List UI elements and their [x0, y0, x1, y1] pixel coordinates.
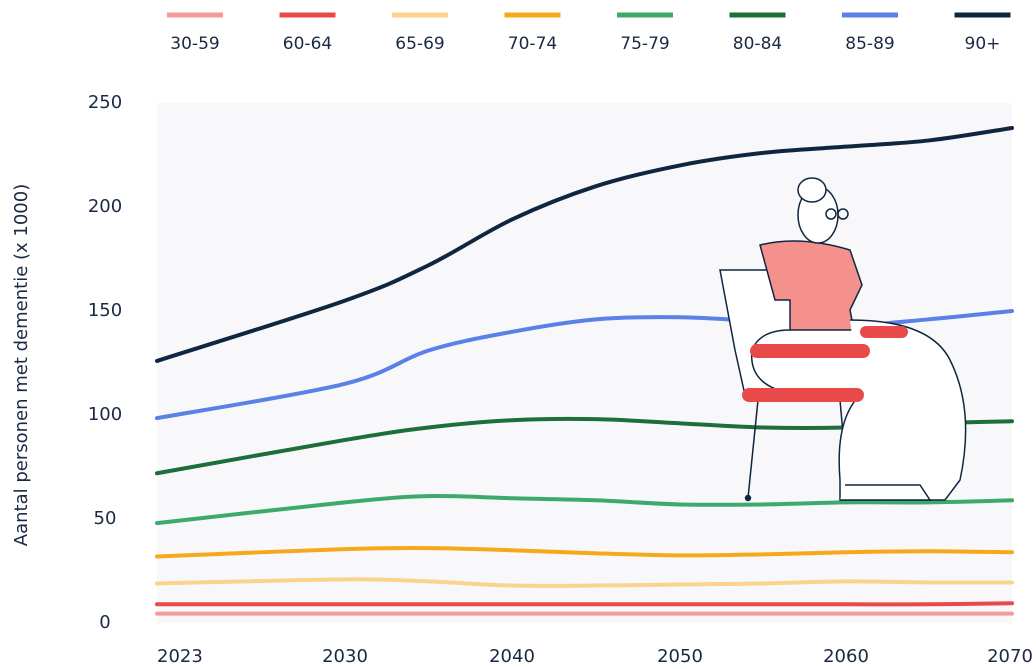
series-line [155, 125, 1014, 363]
y-tick-label: 100 [88, 404, 122, 425]
legend-label: 75-79 [620, 34, 669, 54]
series-line [155, 577, 1014, 588]
legend-label: 70-74 [508, 34, 557, 54]
y-tick-label: 0 [99, 612, 110, 633]
series-line [155, 493, 1014, 526]
x-tick-label: 2070 [987, 646, 1033, 667]
x-tick-label: 2040 [489, 646, 535, 667]
legend-label: 80-84 [733, 34, 782, 54]
legend-label: 65-69 [395, 34, 444, 54]
x-tick-label: 2030 [322, 646, 368, 667]
y-tick-label: 250 [88, 92, 122, 113]
illustration [719, 177, 967, 502]
x-tick-label: 2050 [657, 646, 703, 667]
legend-label: 85-89 [845, 34, 894, 54]
series-line [155, 546, 1014, 559]
legend-label: 30-59 [170, 34, 219, 54]
legend-label: 60-64 [283, 34, 332, 54]
y-axis-label: Aantal personen met dementie (x 1000) [11, 184, 32, 546]
y-tick-label: 150 [88, 300, 122, 321]
x-tick-label: 2023 [157, 646, 203, 667]
legend-label: 90+ [965, 34, 1001, 54]
series-line [155, 601, 1014, 607]
y-tick-label: 50 [94, 508, 117, 529]
x-tick-label: 2060 [823, 646, 869, 667]
y-tick-label: 200 [88, 196, 122, 217]
